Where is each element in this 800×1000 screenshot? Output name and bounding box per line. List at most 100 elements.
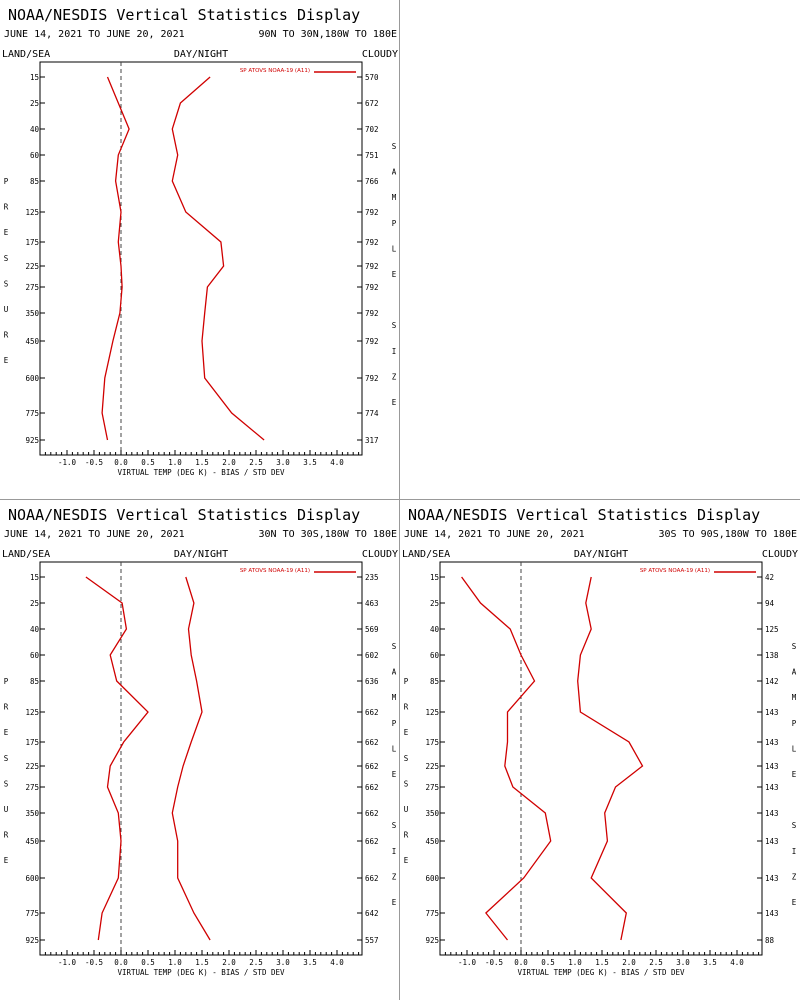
chart-panel: NOAA/NESDIS Vertical Statistics Display J… bbox=[0, 0, 400, 500]
sample-size-axis-letter: A bbox=[392, 168, 397, 177]
pressure-level-label: 60 bbox=[30, 151, 40, 160]
sample-size-label: 142 bbox=[765, 677, 779, 686]
bias-line bbox=[101, 76, 130, 441]
sample-size-label: 792 bbox=[365, 208, 379, 217]
pressure-level-label: 450 bbox=[425, 837, 439, 846]
x-tick-label: 3.5 bbox=[303, 458, 317, 467]
x-tick-label: 2.0 bbox=[222, 458, 236, 467]
sample-size-axis-letter: P bbox=[392, 719, 397, 728]
legend-label: SP ATOVS NOAA-19 (A11) bbox=[240, 68, 310, 74]
sample-size-label: 792 bbox=[365, 337, 379, 346]
sample-size-label: 235 bbox=[365, 573, 379, 582]
pressure-level-label: 450 bbox=[25, 837, 39, 846]
sample-size-axis-letter: A bbox=[792, 668, 797, 677]
day-night-label: DAY/NIGHT bbox=[574, 549, 628, 560]
sample-size-label: 557 bbox=[365, 936, 379, 945]
x-tick-label: 0.0 bbox=[514, 958, 528, 967]
pressure-level-label: 125 bbox=[425, 708, 439, 717]
land-sea-label: LAND/SEA bbox=[2, 49, 50, 60]
x-tick-label: 0.0 bbox=[114, 958, 128, 967]
sample-size-axis-letter: L bbox=[392, 744, 397, 753]
pressure-axis-letter: E bbox=[4, 356, 9, 365]
pressure-level-label: 175 bbox=[425, 738, 439, 747]
x-tick-label: 0.0 bbox=[114, 458, 128, 467]
sample-size-label: 662 bbox=[365, 708, 379, 717]
sample-size-axis-letter: I bbox=[392, 847, 397, 856]
pressure-level-label: 85 bbox=[430, 677, 439, 686]
sample-size-label: 143 bbox=[765, 738, 779, 747]
x-tick-label: 2.0 bbox=[622, 958, 636, 967]
sample-size-label: 317 bbox=[365, 436, 379, 445]
x-tick-label: -0.5 bbox=[85, 458, 103, 467]
x-tick-label: 4.0 bbox=[330, 958, 344, 967]
sample-size-label: 702 bbox=[365, 125, 379, 134]
pressure-level-label: 600 bbox=[25, 374, 39, 383]
sample-size-label: 143 bbox=[765, 762, 779, 771]
chart-svg: NOAA/NESDIS Vertical Statistics Display J… bbox=[402, 506, 798, 977]
pressure-level-label: 40 bbox=[430, 625, 440, 634]
sample-size-label: 94 bbox=[765, 599, 775, 608]
x-axis-title: VIRTUAL TEMP (DEG K) - BIAS / STD DEV bbox=[517, 968, 685, 977]
pressure-level-label: 60 bbox=[430, 651, 440, 660]
sample-size-axis-letter: E bbox=[792, 770, 797, 779]
pressure-level-label: 60 bbox=[30, 651, 40, 660]
pressure-level-label: 175 bbox=[25, 238, 39, 247]
pressure-axis-letter: S bbox=[404, 754, 409, 763]
pressure-level-label: 15 bbox=[30, 573, 39, 582]
chart-title: NOAA/NESDIS Vertical Statistics Display bbox=[8, 506, 360, 524]
pressure-level-label: 225 bbox=[25, 762, 39, 771]
pressure-axis-letter: S bbox=[4, 779, 9, 788]
sample-size-label: 751 bbox=[365, 151, 379, 160]
x-tick-label: 2.5 bbox=[649, 958, 663, 967]
land-sea-label: LAND/SEA bbox=[2, 549, 50, 560]
pressure-level-label: 40 bbox=[30, 625, 40, 634]
sample-size-label: 143 bbox=[765, 783, 779, 792]
x-tick-label: 3.0 bbox=[676, 958, 690, 967]
date-range: JUNE 14, 2021 TO JUNE 20, 2021 bbox=[404, 529, 585, 540]
pressure-level-label: 775 bbox=[25, 409, 39, 418]
pressure-level-label: 85 bbox=[30, 677, 39, 686]
chart-title: NOAA/NESDIS Vertical Statistics Display bbox=[8, 6, 360, 24]
pressure-axis-letter: S bbox=[4, 279, 9, 288]
plot-frame bbox=[439, 561, 763, 956]
pressure-axis-letter: E bbox=[4, 856, 9, 865]
sample-size-label: 662 bbox=[365, 809, 379, 818]
pressure-axis-letter: E bbox=[4, 228, 9, 237]
pressure-level-label: 125 bbox=[25, 208, 39, 217]
x-tick-label: -1.0 bbox=[458, 958, 477, 967]
sample-size-axis-letter: S bbox=[392, 642, 397, 651]
sample-size-label: 792 bbox=[365, 309, 379, 318]
pressure-level-label: 350 bbox=[25, 809, 39, 818]
x-tick-label: 4.0 bbox=[730, 958, 744, 967]
x-tick-label: 0.5 bbox=[141, 458, 155, 467]
sample-size-axis-letter: L bbox=[792, 744, 797, 753]
x-tick-label: 2.0 bbox=[222, 958, 236, 967]
sample-size-label: 662 bbox=[365, 762, 379, 771]
x-tick-label: 3.0 bbox=[276, 958, 290, 967]
x-tick-label: -1.0 bbox=[58, 458, 77, 467]
x-tick-label: 3.5 bbox=[303, 958, 317, 967]
chart-svg: NOAA/NESDIS Vertical Statistics Display J… bbox=[2, 6, 398, 477]
pressure-axis-letter: R bbox=[4, 831, 9, 840]
sample-size-label: 792 bbox=[365, 262, 379, 271]
chart-svg: NOAA/NESDIS Vertical Statistics Display J… bbox=[2, 506, 398, 977]
chart-panel: NOAA/NESDIS Vertical Statistics Display J… bbox=[400, 500, 800, 1000]
x-tick-label: 1.0 bbox=[168, 958, 182, 967]
pressure-level-label: 275 bbox=[25, 783, 39, 792]
pressure-level-label: 225 bbox=[25, 262, 39, 271]
sample-size-label: 138 bbox=[765, 651, 779, 660]
x-tick-label: 0.5 bbox=[541, 958, 555, 967]
sample-size-label: 143 bbox=[765, 909, 779, 918]
sample-size-axis-letter: A bbox=[392, 668, 397, 677]
sample-size-axis-letter: Z bbox=[392, 872, 397, 881]
cloudy-label: CLOUDY bbox=[762, 549, 798, 560]
sample-size-label: 662 bbox=[365, 874, 379, 883]
day-night-label: DAY/NIGHT bbox=[174, 549, 228, 560]
sample-size-axis-letter: I bbox=[792, 847, 797, 856]
pressure-level-label: 600 bbox=[425, 874, 439, 883]
cloudy-label: CLOUDY bbox=[362, 549, 398, 560]
std-dev-line bbox=[171, 576, 211, 941]
x-tick-label: 1.5 bbox=[195, 958, 209, 967]
sample-size-label: 143 bbox=[765, 708, 779, 717]
sample-size-axis-letter: M bbox=[792, 693, 797, 702]
